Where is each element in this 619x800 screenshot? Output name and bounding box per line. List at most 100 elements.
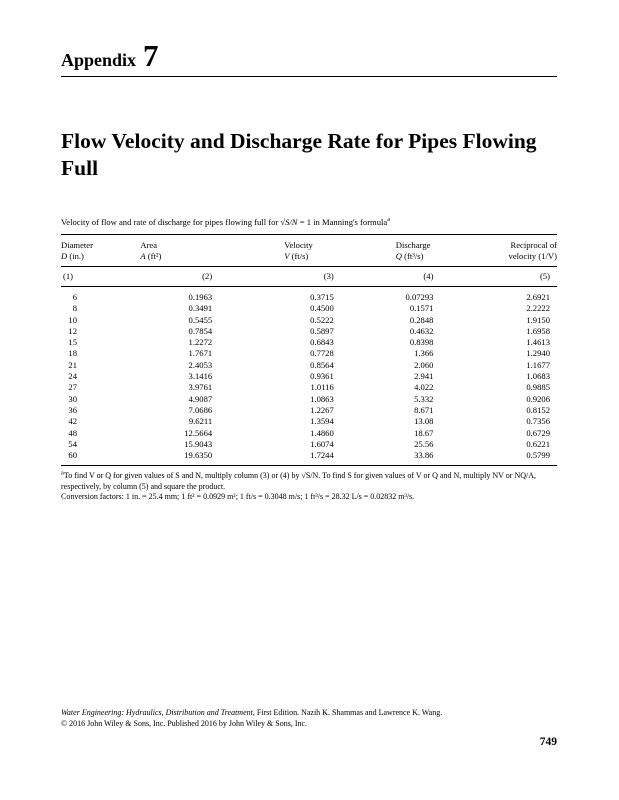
table-row: 36 7.0686 1.2267 8.671 0.8152 xyxy=(61,405,557,416)
table-cell: 4.9087 xyxy=(188,393,213,404)
table-cell: 0.6221 xyxy=(526,438,550,449)
table-cell: 42 xyxy=(68,416,77,427)
table-cell: 0.9361 xyxy=(310,371,334,382)
table-cell: 0.6843 xyxy=(310,337,334,348)
table-cell: 9.6211 xyxy=(188,416,213,427)
page-title: Flow Velocity and Discharge Rate for Pip… xyxy=(61,129,537,180)
data-table: Diameter D (in.) Area A (ft²) Velocity V… xyxy=(61,234,557,467)
table-cell: 1.2272 xyxy=(188,337,213,348)
table-cell: 0.7356 xyxy=(526,416,550,427)
table-row: 10 0.5455 0.5222 0.2848 1.9150 xyxy=(61,315,557,326)
table-cell: 21 xyxy=(68,359,77,370)
table-cell: 0.8564 xyxy=(310,359,334,370)
table-cell: 12.5664 xyxy=(184,427,213,438)
table-cell: 1.2940 xyxy=(526,348,550,359)
table-cell: 54 xyxy=(68,438,77,449)
table-row: 48 12.5664 1.4860 18.67 0.6729 xyxy=(61,428,557,439)
table-cell: 2.4053 xyxy=(188,359,213,370)
conversion-factors: Conversion factors: 1 in. = 25.4 mm; 1 f… xyxy=(61,492,415,502)
table-cell: 0.2848 xyxy=(409,314,434,325)
table-cell: 8.671 xyxy=(414,404,434,415)
table-cell: 0.4632 xyxy=(409,325,434,336)
table-cell: 0.7854 xyxy=(188,325,213,336)
table-cell: 60 xyxy=(68,450,77,461)
column-number: (5) xyxy=(497,266,557,287)
table-row: 42 9.6211 1.3594 13.08 0.7356 xyxy=(61,416,557,427)
table-row: 21 2.4053 0.8564 2.060 1.1677 xyxy=(61,360,557,371)
book-title: Water Engineering: Hydraulics, Distribut… xyxy=(61,708,253,717)
table-cell: 0.1963 xyxy=(188,292,213,302)
caption-footnote-marker: a xyxy=(387,216,391,224)
footnote-a: aTo find V or Q for given values of S an… xyxy=(61,469,537,491)
table-cell: 2.941 xyxy=(414,371,434,382)
table-cell: 24 xyxy=(68,371,77,382)
table-cell: 2.6921 xyxy=(526,292,550,302)
table-cell: 1.7244 xyxy=(310,450,334,461)
table-cell: 1.0863 xyxy=(310,393,334,404)
table-row: 6 0.1963 0.3715 0.07293 2.6921 xyxy=(61,287,557,304)
table-cell: 1.1677 xyxy=(526,359,550,370)
table-cell: 4.022 xyxy=(414,382,434,393)
footnote-marker: a xyxy=(61,469,64,477)
table-cell: 0.5222 xyxy=(310,314,334,325)
column-number: (3) xyxy=(284,266,396,287)
table-cell: 33.86 xyxy=(414,450,434,461)
table-cell: 0.5455 xyxy=(188,314,213,325)
table-cell: 0.5799 xyxy=(526,450,550,461)
content: Velocity of flow and rate of discharge f… xyxy=(61,216,557,503)
table-cell: 0.3491 xyxy=(188,303,213,314)
caption-text-2: = 1 in Manning's formula xyxy=(297,217,388,227)
table-cell: 13.08 xyxy=(414,416,434,427)
table-cell: 0.9885 xyxy=(526,382,550,393)
table-cell: 12 xyxy=(68,325,77,336)
table-cell: 1.0116 xyxy=(310,382,334,393)
column-number: (2) xyxy=(140,266,285,287)
page-number: 749 xyxy=(539,736,557,748)
table-row: 27 3.9761 1.0116 4.022 0.9885 xyxy=(61,382,557,393)
header-area: Area A (ft²) xyxy=(140,234,285,267)
table-cell: 0.6729 xyxy=(526,427,550,438)
table-cell: 18 xyxy=(68,348,77,359)
table-cell: 0.9206 xyxy=(526,393,550,404)
table-cell: 36 xyxy=(68,404,77,415)
table-cell: 3.1416 xyxy=(188,371,213,382)
table-cell: 19.6350 xyxy=(184,450,213,461)
table-header: Diameter D (in.) Area A (ft²) Velocity V… xyxy=(61,234,557,287)
table-cell: 0.4500 xyxy=(310,303,334,314)
table-cell: 1.4613 xyxy=(526,337,550,348)
header-velocity: Velocity V (ft/s) xyxy=(284,234,396,267)
column-number: (1) xyxy=(61,266,141,287)
header-discharge: Discharge Q (ft³/s) xyxy=(395,234,498,267)
column-number-row: (1) (2) (3) (4) (5) xyxy=(61,266,557,287)
table-cell: 0.5897 xyxy=(310,325,334,336)
header-row: Diameter D (in.) Area A (ft²) Velocity V… xyxy=(61,234,557,267)
table-cell: 7.0686 xyxy=(188,404,213,415)
footer: Water Engineering: Hydraulics, Distribut… xyxy=(61,707,557,729)
table-cell: 6 xyxy=(72,292,77,302)
table-cell: 8 xyxy=(72,303,77,314)
table-cell: 1.2267 xyxy=(310,404,334,415)
table-cell: 0.07293 xyxy=(405,292,434,302)
table-cell: 18.67 xyxy=(414,427,434,438)
footnotes: aTo find V or Q for given values of S an… xyxy=(61,469,557,503)
table-body: 6 0.1963 0.3715 0.07293 2.6921 8 0.3491 0.4500 0… xyxy=(61,287,557,466)
table-cell: 1.7671 xyxy=(188,348,213,359)
table-row: 54 15.9043 1.6074 25.56 0.6221 xyxy=(61,439,557,450)
table-cell: 1.366 xyxy=(414,348,434,359)
header-diameter: Diameter D (in.) xyxy=(61,234,141,267)
table-row: 8 0.3491 0.4500 0.1571 2.2222 xyxy=(61,303,557,314)
table-cell: 30 xyxy=(68,393,77,404)
appendix-number: 7 xyxy=(143,38,159,73)
table-cell: 1.6958 xyxy=(526,325,550,336)
table-cell: 27 xyxy=(68,382,77,393)
table-cell: 3.9761 xyxy=(188,382,213,393)
table-caption: Velocity of flow and rate of discharge f… xyxy=(61,216,557,228)
table-cell: 15 xyxy=(68,337,77,348)
appendix-label: Appendix xyxy=(61,50,137,70)
table-row: 30 4.9087 1.0863 5.332 0.9206 xyxy=(61,394,557,405)
caption-text: Velocity of flow and rate of discharge f… xyxy=(61,217,281,227)
column-number: (4) xyxy=(395,266,498,287)
table-row: 15 1.2272 0.6843 0.8398 1.4613 xyxy=(61,337,557,348)
table-cell: 2.060 xyxy=(414,359,434,370)
